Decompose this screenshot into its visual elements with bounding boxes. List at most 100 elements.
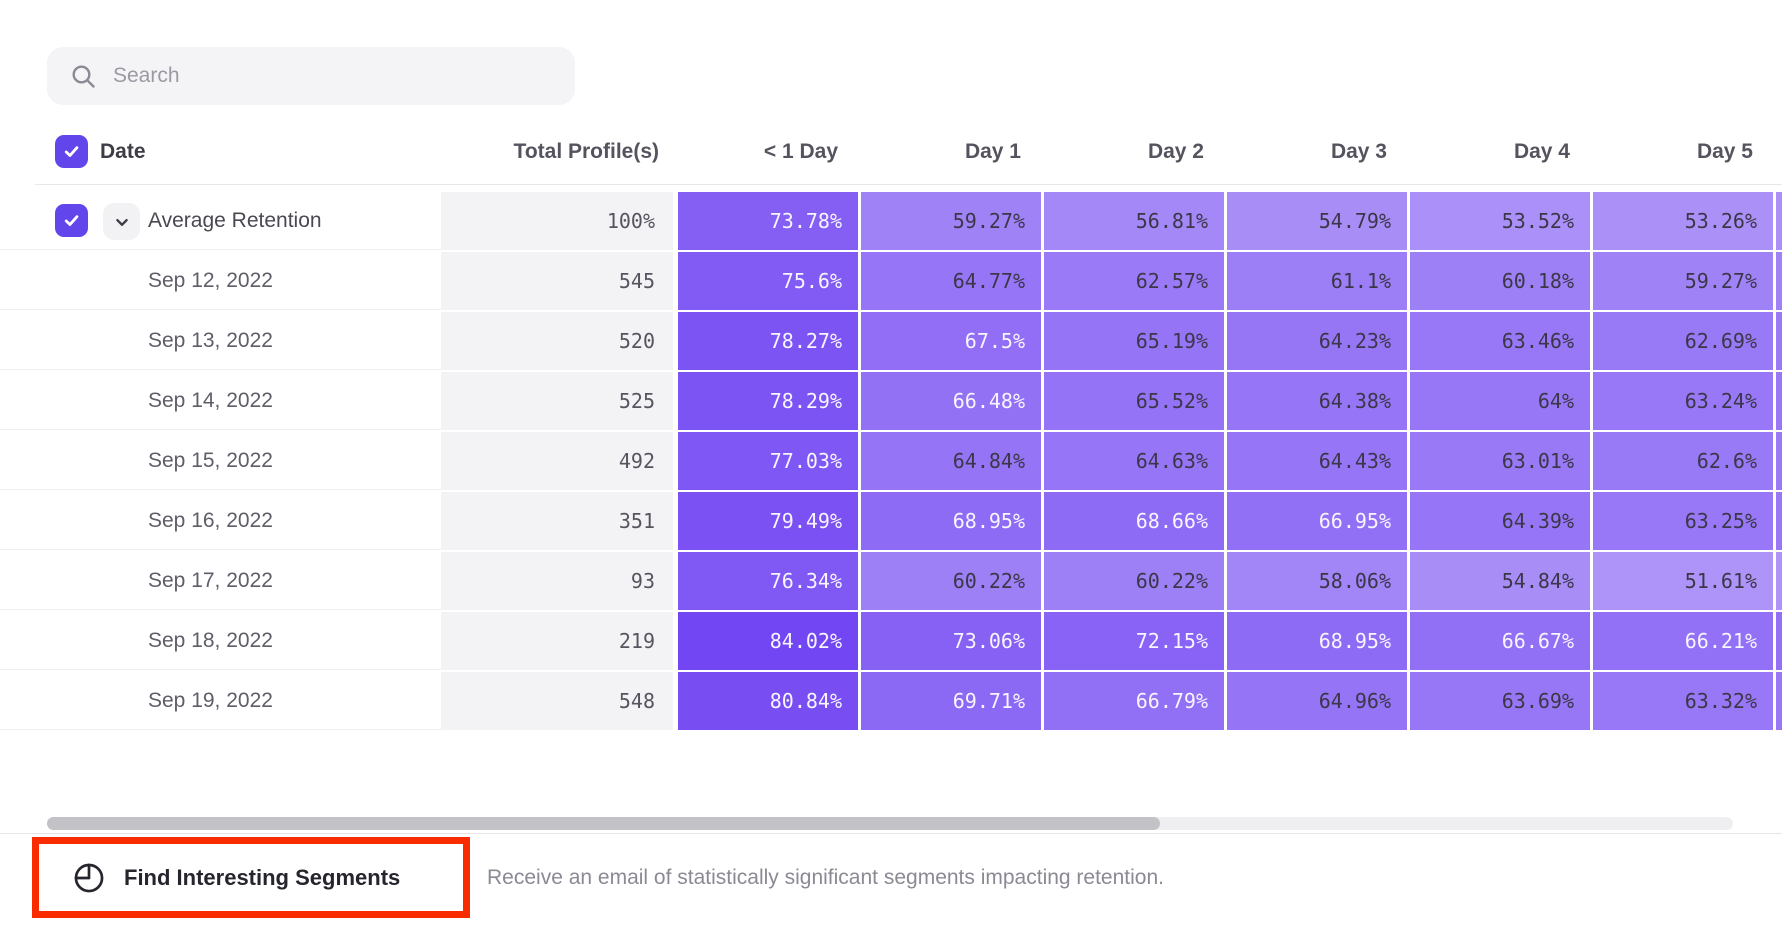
row-date-label: Sep 17, 2022 [148, 569, 273, 592]
retention-cell: 79.49% [678, 492, 858, 550]
table-row: Sep 13, 2022 520 78.27% 67.5% 65.19% 64.23% 63… [0, 312, 1782, 370]
table-row: Sep 15, 2022 492 77.03% 64.84% 64.63% 64.43% 6… [0, 432, 1782, 490]
retention-cell: 54.84% [1410, 552, 1590, 610]
total-profiles-cell: 93 [441, 552, 673, 610]
retention-cell-partial [1776, 612, 1782, 670]
retention-cell: 63.01% [1410, 432, 1590, 490]
retention-cell: 80.84% [678, 672, 858, 730]
total-profiles-cell: 100% [441, 192, 673, 250]
total-profiles-cell: 492 [441, 432, 673, 490]
column-header-day: Day 4 [1513, 140, 1570, 163]
total-profiles-cell: 548 [441, 672, 673, 730]
retention-cell: 63.46% [1410, 312, 1590, 370]
retention-cell: 64.43% [1227, 432, 1407, 490]
retention-cell: 64.77% [861, 252, 1041, 310]
column-header-day: Day 2 [1147, 140, 1204, 163]
search-input[interactable] [113, 64, 543, 88]
retention-cell: 62.57% [1044, 252, 1224, 310]
date-cell: Sep 18, 2022 [0, 612, 441, 670]
retention-cell: 64.38% [1227, 372, 1407, 430]
retention-cell: 64.84% [861, 432, 1041, 490]
retention-cell: 65.52% [1044, 372, 1224, 430]
retention-cell-partial [1776, 312, 1782, 370]
select-all-checkbox[interactable] [55, 135, 88, 168]
total-profiles-cell: 545 [441, 252, 673, 310]
column-header-day: Day 5 [1696, 140, 1753, 163]
retention-cell: 69.71% [861, 672, 1041, 730]
retention-cell: 78.29% [678, 372, 858, 430]
retention-cell: 60.22% [861, 552, 1041, 610]
retention-cell: 66.95% [1227, 492, 1407, 550]
retention-cell: 59.27% [1593, 252, 1773, 310]
retention-cell: 66.48% [861, 372, 1041, 430]
table-row: Sep 18, 2022 219 84.02% 73.06% 72.15% 68.95% 6… [0, 612, 1782, 670]
retention-cell: 68.66% [1044, 492, 1224, 550]
average-retention-row: Average Retention 100% 73.78% 59.27% 56.81% 5… [0, 192, 1782, 250]
table-row: Sep 19, 2022 548 80.84% 69.71% 66.79% 64.96% 6… [0, 672, 1782, 730]
retention-cell: 73.78% [678, 192, 858, 250]
retention-cell-partial [1776, 492, 1782, 550]
row-date-label: Sep 16, 2022 [148, 509, 273, 532]
expand-collapse-button[interactable] [103, 203, 140, 240]
retention-cell: 62.6% [1593, 432, 1773, 490]
average-retention-label: Average Retention [148, 209, 322, 232]
retention-cell: 56.81% [1044, 192, 1224, 250]
row-date-label: Sep 18, 2022 [148, 629, 273, 652]
retention-cell: 64% [1410, 372, 1590, 430]
retention-cell: 68.95% [861, 492, 1041, 550]
retention-cell: 65.19% [1044, 312, 1224, 370]
row-date-label: Sep 15, 2022 [148, 449, 273, 472]
date-cell: Sep 19, 2022 [0, 672, 441, 730]
search-bar[interactable] [47, 47, 575, 105]
retention-cell: 72.15% [1044, 612, 1224, 670]
red-highlight-box [32, 837, 470, 918]
row-date-label: Sep 13, 2022 [148, 329, 273, 352]
retention-cell: 73.06% [861, 612, 1041, 670]
retention-cell: 78.27% [678, 312, 858, 370]
date-cell: Sep 14, 2022 [0, 372, 441, 430]
check-icon [64, 215, 79, 226]
date-cell: Sep 12, 2022 [0, 252, 441, 310]
retention-cell: 63.25% [1593, 492, 1773, 550]
check-icon [64, 146, 79, 157]
table-row: Sep 17, 2022 93 76.34% 60.22% 60.22% 58.06% 54… [0, 552, 1782, 610]
total-profiles-cell: 351 [441, 492, 673, 550]
row-date-label: Sep 19, 2022 [148, 689, 273, 712]
column-header-date: Date [100, 140, 146, 163]
table-header-row: Date Total Profile(s) < 1 Day Day 1 Day 2 D… [0, 130, 1782, 174]
retention-cell: 61.1% [1227, 252, 1407, 310]
average-retention-checkbox[interactable] [55, 204, 88, 237]
horizontal-scrollbar-thumb[interactable] [47, 817, 1160, 830]
retention-cell: 63.69% [1410, 672, 1590, 730]
retention-cell: 64.39% [1410, 492, 1590, 550]
date-cell: Sep 17, 2022 [0, 552, 441, 610]
retention-cell-partial [1776, 252, 1782, 310]
date-cell: Average Retention [0, 192, 441, 250]
table-row: Sep 12, 2022 545 75.6% 64.77% 62.57% 61.1% 60.… [0, 252, 1782, 310]
retention-cell: 58.06% [1227, 552, 1407, 610]
total-profiles-cell: 219 [441, 612, 673, 670]
retention-cell: 54.79% [1227, 192, 1407, 250]
retention-cell: 67.5% [861, 312, 1041, 370]
chevron-down-icon [115, 218, 128, 226]
column-header-total-profiles: Total Profile(s) [513, 140, 659, 163]
retention-cell: 66.21% [1593, 612, 1773, 670]
retention-cell-partial [1776, 432, 1782, 490]
retention-cell: 60.22% [1044, 552, 1224, 610]
retention-cell: 63.24% [1593, 372, 1773, 430]
retention-cell: 60.18% [1410, 252, 1590, 310]
table-row: Sep 16, 2022 351 79.49% 68.95% 68.66% 66.95% 6… [0, 492, 1782, 550]
retention-cell-partial [1776, 552, 1782, 610]
column-header-day: < 1 Day [763, 140, 838, 163]
retention-cell: 64.23% [1227, 312, 1407, 370]
retention-cell: 63.32% [1593, 672, 1773, 730]
retention-cell: 53.26% [1593, 192, 1773, 250]
retention-cell-partial [1776, 192, 1782, 250]
retention-cell: 62.69% [1593, 312, 1773, 370]
find-interesting-segments-button[interactable]: Find Interesting Segments [32, 837, 470, 918]
retention-cell: 68.95% [1227, 612, 1407, 670]
retention-cell: 51.61% [1593, 552, 1773, 610]
retention-cell: 66.79% [1044, 672, 1224, 730]
total-profiles-cell: 525 [441, 372, 673, 430]
find-interesting-segments-label: Find Interesting Segments [124, 864, 401, 890]
